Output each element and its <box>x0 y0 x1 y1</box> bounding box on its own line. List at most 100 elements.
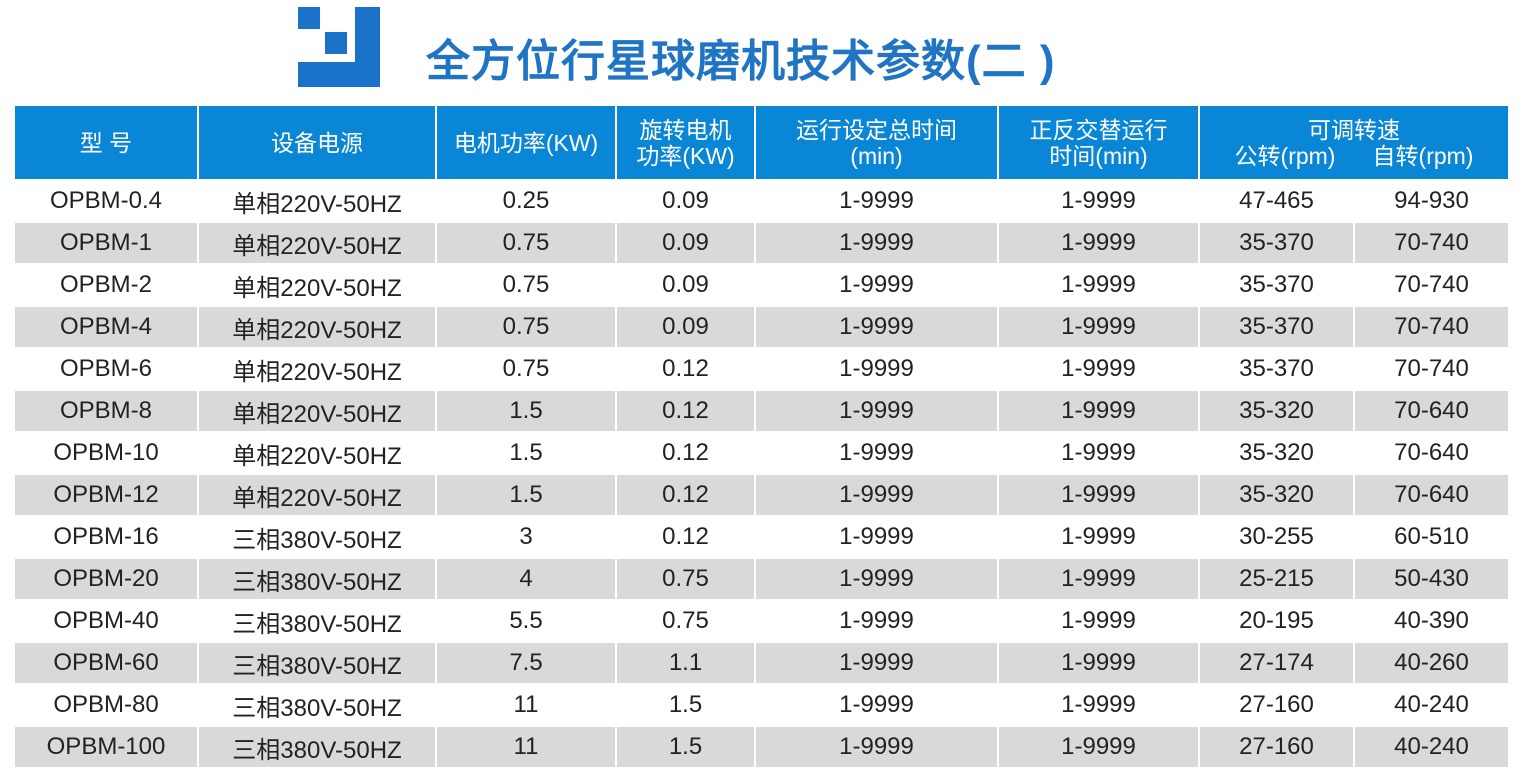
cell-rotation-speed: 94-930 <box>1353 179 1510 223</box>
cell-total-time: 1-9999 <box>754 221 999 265</box>
cell-rotary-motor-power: 0.12 <box>615 389 756 433</box>
table-row: OPBM-20 三相380V-50HZ 4 0.75 1-9999 1-9999 25-21… <box>13 557 1510 601</box>
cell-total-time: 1-9999 <box>754 683 999 727</box>
table-row: OPBM-1 单相220V-50HZ 0.75 0.09 1-9999 1-9999 35-… <box>13 221 1510 265</box>
table-row: OPBM-100 三相380V-50HZ 11 1.5 1-9999 1-9999 27-1… <box>13 725 1510 769</box>
cell-total-time: 1-9999 <box>754 725 999 769</box>
cell-revolution-speed: 25-215 <box>1198 557 1355 601</box>
cell-total-time: 1-9999 <box>754 515 999 559</box>
header-rotary-motor-power: 旋转电机 功率(KW) <box>615 104 756 181</box>
cell-alternating-time: 1-9999 <box>997 263 1200 307</box>
cell-model: OPBM-80 <box>13 683 199 727</box>
cell-rotation-speed: 70-740 <box>1353 263 1510 307</box>
cell-power-supply: 单相220V-50HZ <box>197 179 437 223</box>
cell-rotation-speed: 70-740 <box>1353 347 1510 391</box>
cell-power-supply: 单相220V-50HZ <box>197 221 437 265</box>
cell-total-time: 1-9999 <box>754 599 999 643</box>
cell-motor-power: 1.5 <box>435 431 617 475</box>
header-speed: 可调转速 <box>1308 116 1400 143</box>
header-motor-power: 电机功率(KW) <box>435 104 617 181</box>
cell-rotary-motor-power: 1.1 <box>615 641 756 685</box>
cell-model: OPBM-4 <box>13 305 199 349</box>
cell-motor-power: 0.25 <box>435 179 617 223</box>
table-row: OPBM-2 单相220V-50HZ 0.75 0.09 1-9999 1-9999 35-… <box>13 263 1510 307</box>
cell-motor-power: 7.5 <box>435 641 617 685</box>
spec-table: 型 号 设备电源 电机功率(KW) 旋转电机 功率(KW) 运行设定总时间 (m… <box>13 104 1510 769</box>
cell-total-time: 1-9999 <box>754 263 999 307</box>
cell-rotary-motor-power: 0.12 <box>615 431 756 475</box>
cell-rotation-speed: 50-430 <box>1353 557 1510 601</box>
cell-alternating-time: 1-9999 <box>997 431 1200 475</box>
header-power-supply: 设备电源 <box>197 104 437 181</box>
table-row: OPBM-8 单相220V-50HZ 1.5 0.12 1-9999 1-9999 35-3… <box>13 389 1510 433</box>
cell-alternating-time: 1-9999 <box>997 389 1200 433</box>
cell-model: OPBM-1 <box>13 221 199 265</box>
cell-power-supply: 单相220V-50HZ <box>197 431 437 475</box>
cell-revolution-speed: 47-465 <box>1198 179 1355 223</box>
cell-model: OPBM-16 <box>13 515 199 559</box>
cell-revolution-speed: 27-160 <box>1198 683 1355 727</box>
page-title: 全方位行星球磨机技术参数(二 ) <box>426 37 1056 86</box>
cell-motor-power: 1.5 <box>435 473 617 517</box>
table-row: OPBM-16 三相380V-50HZ 3 0.12 1-9999 1-9999 30-25… <box>13 515 1510 559</box>
cell-alternating-time: 1-9999 <box>997 515 1200 559</box>
table-body: OPBM-0.4 单相220V-50HZ 0.25 0.09 1-9999 1-9999 4… <box>13 179 1510 769</box>
header-revolution: 公转(rpm) <box>1234 142 1336 169</box>
cell-motor-power: 3 <box>435 515 617 559</box>
cell-revolution-speed: 20-195 <box>1198 599 1355 643</box>
cell-alternating-time: 1-9999 <box>997 221 1200 265</box>
header-rotary-line1: 旋转电机 <box>639 116 732 143</box>
cell-rotation-speed: 40-260 <box>1353 641 1510 685</box>
cell-model: OPBM-6 <box>13 347 199 391</box>
cell-rotary-motor-power: 0.09 <box>615 179 756 223</box>
cell-power-supply: 三相380V-50HZ <box>197 515 437 559</box>
cell-model: OPBM-100 <box>13 725 199 769</box>
cell-alternating-time: 1-9999 <box>997 305 1200 349</box>
cell-revolution-speed: 35-370 <box>1198 221 1355 265</box>
cell-power-supply: 单相220V-50HZ <box>197 305 437 349</box>
cell-alternating-time: 1-9999 <box>997 557 1200 601</box>
header-rotation: 自转(rpm) <box>1372 142 1474 169</box>
cell-rotary-motor-power: 1.5 <box>615 683 756 727</box>
table-row: OPBM-40 三相380V-50HZ 5.5 0.75 1-9999 1-9999 20-… <box>13 599 1510 643</box>
cell-rotation-speed: 40-390 <box>1353 599 1510 643</box>
cell-power-supply: 单相220V-50HZ <box>197 473 437 517</box>
cell-rotary-motor-power: 1.5 <box>615 725 756 769</box>
header-alternating-time: 正反交替运行 时间(min) <box>997 104 1200 181</box>
cell-revolution-speed: 27-174 <box>1198 641 1355 685</box>
cell-alternating-time: 1-9999 <box>997 683 1200 727</box>
cell-rotation-speed: 40-240 <box>1353 725 1510 769</box>
table-row: OPBM-4 单相220V-50HZ 0.75 0.09 1-9999 1-9999 35-… <box>13 305 1510 349</box>
header-alt-time-line2: 时间(min) <box>1049 142 1148 169</box>
cell-revolution-speed: 35-320 <box>1198 431 1355 475</box>
cell-total-time: 1-9999 <box>754 179 999 223</box>
table-row: OPBM-10 单相220V-50HZ 1.5 0.12 1-9999 1-9999 35-… <box>13 431 1510 475</box>
logo-icon <box>298 7 380 87</box>
header-model: 型 号 <box>13 104 199 181</box>
table-row: OPBM-6 单相220V-50HZ 0.75 0.12 1-9999 1-9999 35-… <box>13 347 1510 391</box>
page-header: 全方位行星球磨机技术参数(二 ) <box>0 0 1520 104</box>
table-header-row: 型 号 设备电源 电机功率(KW) 旋转电机 功率(KW) 运行设定总时间 (m… <box>13 104 1510 181</box>
cell-revolution-speed: 35-320 <box>1198 389 1355 433</box>
cell-alternating-time: 1-9999 <box>997 347 1200 391</box>
cell-power-supply: 单相220V-50HZ <box>197 263 437 307</box>
cell-revolution-speed: 27-160 <box>1198 725 1355 769</box>
cell-rotation-speed: 70-640 <box>1353 431 1510 475</box>
cell-alternating-time: 1-9999 <box>997 641 1200 685</box>
cell-total-time: 1-9999 <box>754 473 999 517</box>
cell-rotation-speed: 70-740 <box>1353 305 1510 349</box>
cell-rotary-motor-power: 0.12 <box>615 473 756 517</box>
cell-rotary-motor-power: 0.09 <box>615 263 756 307</box>
cell-alternating-time: 1-9999 <box>997 473 1200 517</box>
cell-model: OPBM-12 <box>13 473 199 517</box>
cell-model: OPBM-0.4 <box>13 179 199 223</box>
cell-alternating-time: 1-9999 <box>997 179 1200 223</box>
cell-revolution-speed: 35-370 <box>1198 305 1355 349</box>
cell-model: OPBM-8 <box>13 389 199 433</box>
cell-motor-power: 1.5 <box>435 389 617 433</box>
cell-rotation-speed: 60-510 <box>1353 515 1510 559</box>
cell-alternating-time: 1-9999 <box>997 599 1200 643</box>
cell-motor-power: 0.75 <box>435 347 617 391</box>
cell-total-time: 1-9999 <box>754 557 999 601</box>
cell-model: OPBM-20 <box>13 557 199 601</box>
